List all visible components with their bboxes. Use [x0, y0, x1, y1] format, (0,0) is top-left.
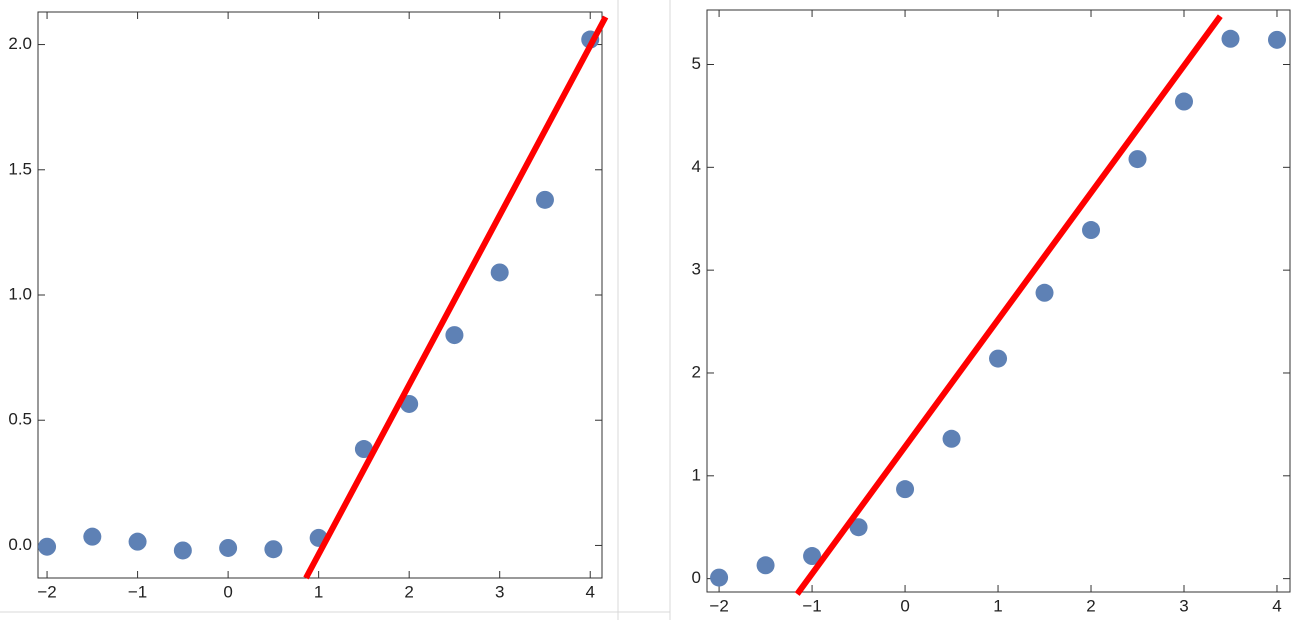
plot-frame — [706, 9, 1291, 593]
x-tick-label: −1 — [128, 582, 147, 601]
data-point — [1128, 150, 1147, 169]
y-tick-label: 3 — [692, 260, 701, 279]
data-point — [1035, 283, 1054, 302]
plot-frame — [37, 11, 603, 579]
data-point — [173, 541, 192, 560]
data-point — [1082, 221, 1101, 240]
y-tick-label: 2 — [692, 362, 701, 381]
data-point — [445, 326, 464, 345]
y-tick-label: 0.5 — [8, 410, 32, 429]
data-point — [38, 537, 57, 556]
x-tick-label: 3 — [495, 582, 504, 601]
x-tick-label: 0 — [900, 596, 909, 615]
x-tick-label: 4 — [1272, 596, 1281, 615]
background-sheet — [0, 0, 671, 620]
data-point — [1221, 29, 1240, 48]
y-tick-label: 5 — [692, 54, 701, 73]
x-tick-label: 2 — [404, 582, 413, 601]
data-point — [264, 540, 283, 559]
data-point — [710, 568, 729, 587]
y-tick-label: 0 — [692, 568, 701, 587]
x-tick-label: 0 — [223, 582, 232, 601]
data-point — [849, 518, 868, 537]
y-tick-label: 1.0 — [8, 284, 32, 303]
data-point — [83, 527, 102, 546]
data-point — [490, 263, 509, 282]
data-point — [128, 532, 147, 551]
x-tick-label: 4 — [585, 582, 594, 601]
data-point — [896, 480, 915, 499]
data-point — [989, 349, 1008, 368]
fit-line — [303, 15, 609, 580]
data-point — [1175, 92, 1193, 111]
x-tick-label: 3 — [1179, 596, 1188, 615]
x-tick-label: 2 — [1086, 596, 1095, 615]
data-point — [219, 538, 238, 557]
x-tick-label: 1 — [314, 582, 323, 601]
x-tick-label: −2 — [37, 582, 56, 601]
data-point — [803, 547, 822, 566]
y-tick-label: 0.0 — [8, 535, 32, 554]
y-tick-label: 1 — [692, 465, 701, 484]
data-point — [535, 190, 554, 209]
y-tick-label: 2.0 — [8, 34, 32, 53]
x-tick-label: −1 — [802, 596, 821, 615]
y-tick-label: 1.5 — [8, 159, 32, 178]
data-point — [942, 429, 961, 448]
y-tick-label: 4 — [692, 157, 701, 176]
data-point — [756, 556, 775, 575]
data-point — [1267, 30, 1286, 49]
x-tick-label: −2 — [709, 596, 728, 615]
data-point — [354, 440, 373, 459]
fit-line — [794, 14, 1223, 596]
x-tick-label: 1 — [993, 596, 1002, 615]
